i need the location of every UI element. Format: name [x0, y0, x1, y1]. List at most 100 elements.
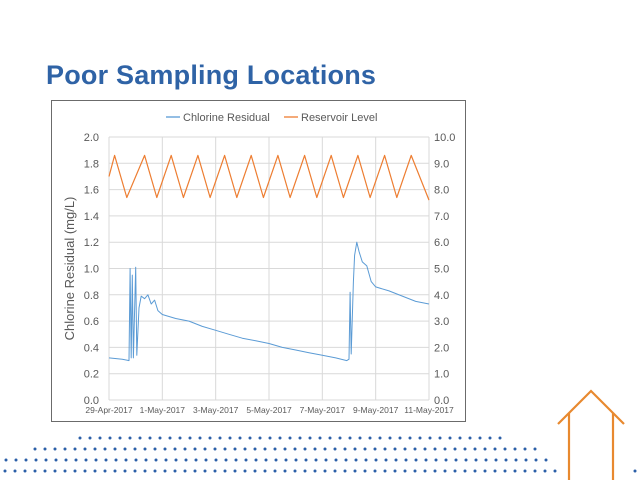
decorative-dot [188, 436, 192, 440]
decorative-dot [413, 447, 417, 451]
decorative-dot [343, 447, 347, 451]
y-left-tick-label: 1.4 [84, 211, 99, 223]
decorative-dot [443, 469, 447, 473]
decorative-dot [494, 458, 498, 462]
x-tick-label: 11-May-2017 [404, 405, 454, 415]
x-tick-label: 9-May-2017 [353, 405, 399, 415]
x-tick-label: 5-May-2017 [246, 405, 292, 415]
decorative-dot [534, 458, 538, 462]
decorative-dot [93, 469, 97, 473]
decorative-dot [163, 469, 167, 473]
decorative-dot [193, 447, 197, 451]
decorative-dot [173, 469, 177, 473]
decorative-dot [194, 458, 198, 462]
slide-title: Poor Sampling Locations [46, 60, 377, 90]
decorative-dot [324, 458, 328, 462]
decorative-dot [278, 436, 282, 440]
decorative-dot [263, 447, 267, 451]
decorative-dot [223, 447, 227, 451]
decorative-dot [233, 469, 237, 473]
decorative-dot [398, 436, 402, 440]
decorative-dot [3, 469, 7, 473]
decorative-dot [114, 458, 118, 462]
y-left-axis-title: Chlorine Residual (mg/L) [62, 197, 77, 341]
decorative-dot [268, 436, 272, 440]
decorative-dot [63, 469, 67, 473]
decorative-dot [488, 436, 492, 440]
decorative-dot [308, 436, 312, 440]
y-right-tick-label: 0.0 [434, 395, 449, 407]
decorative-dot [233, 447, 237, 451]
decorative-dot [374, 458, 378, 462]
chart-frame: 0.0 0.2 0.4 0.6 0.8 1.0 1.2 1.4 1.6 1.8 2.0 0.0 1.0 2… [51, 100, 466, 422]
y-right-tick-label: 1.0 [434, 369, 449, 381]
decorative-dot [264, 458, 268, 462]
decorative-dot [313, 469, 317, 473]
y-left-tick-label: 1.8 [84, 158, 99, 170]
decorative-dot [78, 436, 82, 440]
decorative-dot [153, 447, 157, 451]
decorative-dot [418, 436, 422, 440]
decorative-dot [314, 458, 318, 462]
decorative-dot [423, 447, 427, 451]
decorative-dot [13, 469, 17, 473]
decorative-dot [383, 447, 387, 451]
decorative-dot [438, 436, 442, 440]
decorative-dot [444, 458, 448, 462]
decorative-dot [33, 447, 37, 451]
decorative-dot [213, 469, 217, 473]
decorative-dot [258, 436, 262, 440]
y-right-tick-label: 6.0 [434, 237, 449, 249]
x-tick-label: 29-Apr-2017 [85, 405, 133, 415]
decorative-dot [463, 447, 467, 451]
decorative-dot [113, 469, 117, 473]
decorative-dot [168, 436, 172, 440]
decorative-dot [224, 458, 228, 462]
decorative-dot [44, 458, 48, 462]
y-left-tick-label: 0.4 [84, 342, 99, 354]
decorative-dot [344, 458, 348, 462]
decorative-dot [363, 447, 367, 451]
decorative-dot [393, 469, 397, 473]
decorative-dot [303, 447, 307, 451]
decorative-dot [524, 458, 528, 462]
decorative-dot [123, 469, 127, 473]
decorative-dot [158, 436, 162, 440]
decorative-dot [124, 458, 128, 462]
y-right-tick-label: 10.0 [434, 132, 455, 144]
decorative-dot [503, 447, 507, 451]
x-tick-label: 3-May-2017 [193, 405, 239, 415]
decorative-dot [84, 458, 88, 462]
decorative-dot [74, 458, 78, 462]
decorative-dot [83, 469, 87, 473]
y-right-tick-label: 2.0 [434, 342, 449, 354]
decorative-dot [403, 469, 407, 473]
decorative-dot [493, 447, 497, 451]
decorative-dot [53, 447, 57, 451]
decorative-dot [503, 469, 507, 473]
decorative-dot [283, 469, 287, 473]
decorative-dot [223, 469, 227, 473]
decorative-dot [98, 436, 102, 440]
y-left-tick-label: 0.0 [84, 395, 99, 407]
legend-label: Chlorine Residual [183, 112, 270, 124]
decorative-dot [293, 469, 297, 473]
decorative-dot [483, 469, 487, 473]
decorative-dot [504, 458, 508, 462]
y-right-tick-label: 5.0 [434, 264, 449, 276]
decorative-dot [133, 447, 137, 451]
y-left-tick-label: 1.0 [84, 264, 99, 276]
decorative-dot [154, 458, 158, 462]
decorative-dot [328, 436, 332, 440]
decorative-dot [413, 469, 417, 473]
decorative-dot [474, 458, 478, 462]
series-line-reservoir-level [108, 154, 430, 201]
decorative-dot [23, 469, 27, 473]
decorative-dot [633, 469, 637, 473]
decorative-dot [174, 458, 178, 462]
decorative-dot [273, 469, 277, 473]
chart-svg: 0.0 0.2 0.4 0.6 0.8 1.0 1.2 1.4 1.6 1.8 2.0 0.0 1.0 2… [62, 112, 455, 415]
decorative-dot [103, 447, 107, 451]
y-left-tick-label: 1.2 [84, 237, 99, 249]
